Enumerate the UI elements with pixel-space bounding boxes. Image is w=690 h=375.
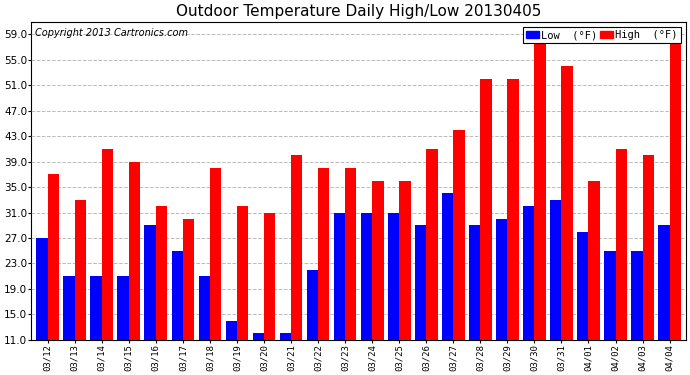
Bar xyxy=(642,155,654,340)
Bar xyxy=(279,333,291,340)
Bar xyxy=(535,34,546,340)
Bar xyxy=(388,213,400,340)
Bar xyxy=(334,213,345,340)
Bar xyxy=(523,206,535,340)
Bar xyxy=(156,206,167,340)
Bar xyxy=(237,206,248,340)
Bar xyxy=(426,149,437,340)
Bar xyxy=(442,194,453,340)
Bar xyxy=(615,149,627,340)
Bar xyxy=(144,225,156,340)
Text: Copyright 2013 Cartronics.com: Copyright 2013 Cartronics.com xyxy=(34,28,188,38)
Legend: Low  (°F), High  (°F): Low (°F), High (°F) xyxy=(523,27,680,43)
Bar xyxy=(75,200,86,340)
Bar xyxy=(226,321,237,340)
Bar xyxy=(172,251,183,340)
Bar xyxy=(496,219,507,340)
Bar xyxy=(101,149,113,340)
Bar xyxy=(669,34,681,340)
Title: Outdoor Temperature Daily High/Low 20130405: Outdoor Temperature Daily High/Low 20130… xyxy=(176,4,542,19)
Bar xyxy=(361,213,372,340)
Bar xyxy=(415,225,426,340)
Bar xyxy=(63,276,75,340)
Bar xyxy=(345,168,357,340)
Bar xyxy=(37,238,48,340)
Bar xyxy=(117,276,129,340)
Bar xyxy=(604,251,615,340)
Bar xyxy=(307,270,318,340)
Bar xyxy=(658,225,669,340)
Bar xyxy=(562,66,573,340)
Bar xyxy=(48,174,59,340)
Bar xyxy=(183,219,195,340)
Bar xyxy=(318,168,329,340)
Bar xyxy=(550,200,562,340)
Bar xyxy=(372,181,384,340)
Bar xyxy=(589,181,600,340)
Bar xyxy=(507,79,519,340)
Bar xyxy=(129,162,140,340)
Bar xyxy=(199,276,210,340)
Bar xyxy=(264,213,275,340)
Bar xyxy=(453,130,464,340)
Bar xyxy=(253,333,264,340)
Bar xyxy=(90,276,101,340)
Bar xyxy=(480,79,492,340)
Bar xyxy=(577,232,589,340)
Bar xyxy=(631,251,642,340)
Bar xyxy=(400,181,411,340)
Bar xyxy=(291,155,302,340)
Bar xyxy=(210,168,221,340)
Bar xyxy=(469,225,480,340)
